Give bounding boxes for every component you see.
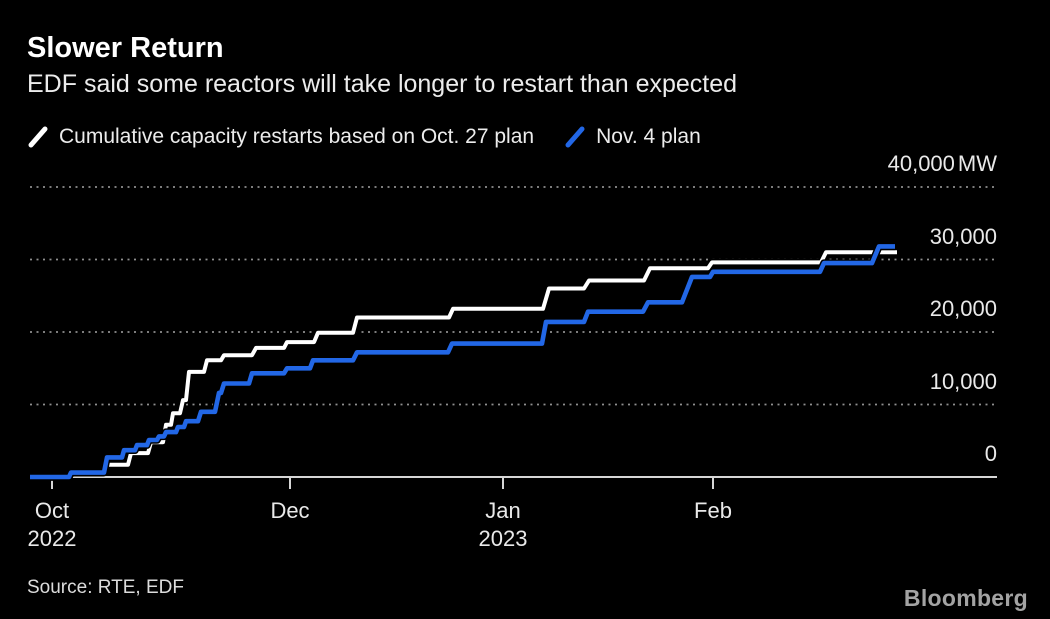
legend-label: Cumulative capacity restarts based on Oc…	[59, 125, 535, 148]
x-axis-month: Dec	[270, 498, 310, 523]
x-axis-label-Dec: Dec	[270, 497, 309, 525]
chart-title: Slower Return	[27, 32, 224, 64]
legend-item-oct27-plan: Cumulative capacity restarts based on Oc…	[27, 125, 534, 149]
x-axis-year: 2023	[478, 526, 528, 551]
series-casing-1	[30, 242, 895, 481]
y-axis-label-40,000: 40,000 MW	[887, 151, 997, 176]
legend-label: Nov. 4 plan	[596, 125, 701, 148]
line-swatch-icon	[28, 126, 48, 148]
x-axis-labels: Oct 2022 Dec Jan 2023 Feb	[0, 497, 1050, 557]
series-line-oct27-plan	[30, 250, 897, 479]
y-axis-label-10,000: 10,000	[929, 369, 997, 394]
bloomberg-logo: Bloomberg	[903, 585, 1028, 611]
y-axis-label-20,000: 20,000	[929, 296, 997, 321]
x-axis-month: Oct	[34, 498, 70, 523]
source-note: Source: RTE, EDF	[27, 577, 184, 598]
x-axis-month: Jan	[485, 498, 521, 523]
x-axis-year: 2022	[27, 526, 77, 551]
chart-subtitle: EDF said some reactors will take longer …	[27, 70, 738, 98]
y-axis-label-30,000: 30,000	[929, 224, 997, 249]
y-axis-unit: MW	[957, 151, 997, 176]
x-axis-month: Feb	[694, 498, 732, 523]
chart-header: Slower Return EDF said some reactors wil…	[27, 32, 1017, 149]
series-line-nov4-plan	[30, 244, 895, 480]
x-axis-label-Jan: Jan 2023	[479, 497, 528, 553]
x-axis-label-Feb: Feb	[694, 497, 732, 525]
legend: Cumulative capacity restarts based on Oc…	[27, 125, 1017, 149]
x-axis-label-Oct: Oct 2022	[28, 497, 77, 553]
legend-item-nov4-plan: Nov. 4 plan	[564, 125, 701, 149]
line-swatch-icon	[565, 126, 585, 148]
y-axis-label-0: 0	[984, 441, 997, 466]
